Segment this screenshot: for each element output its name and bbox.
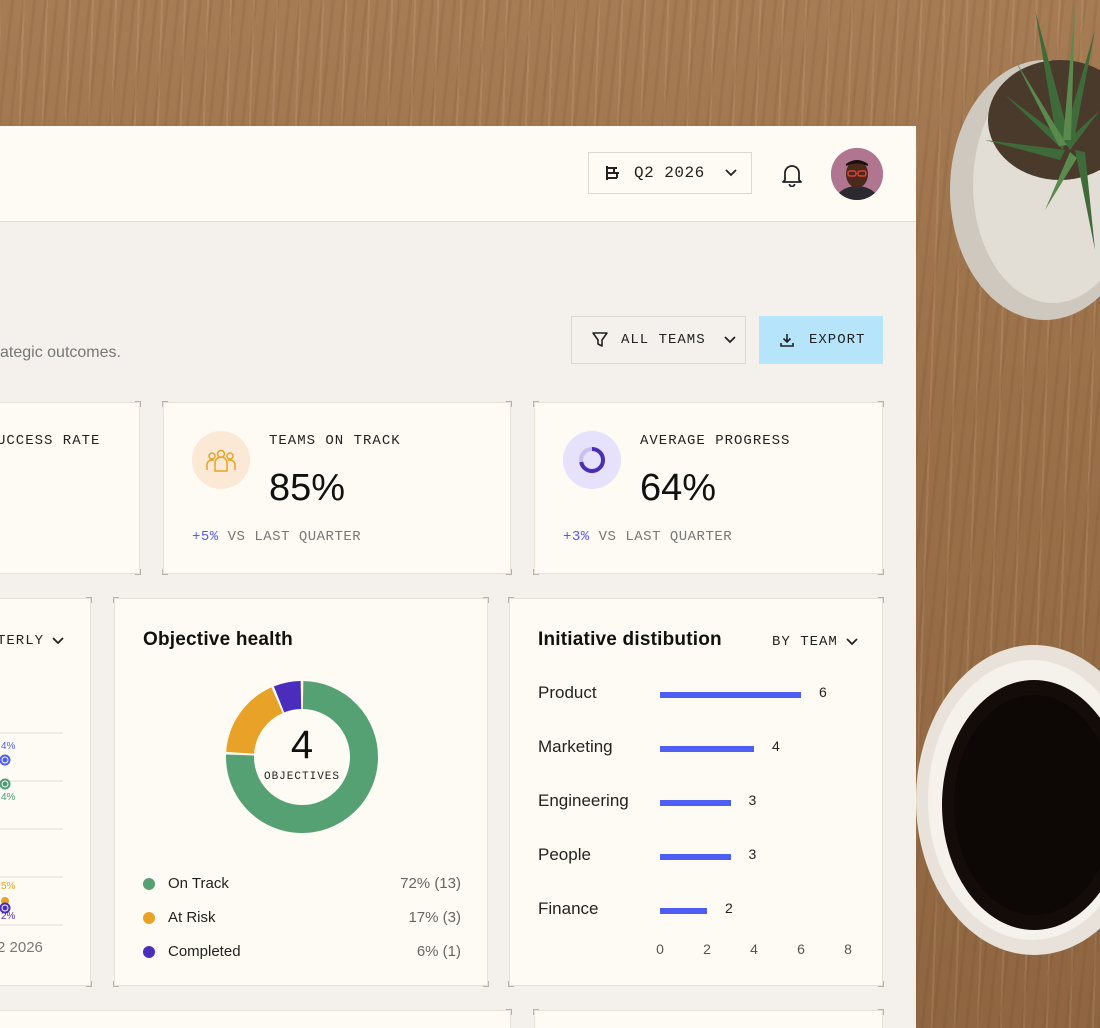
legend-value: 6% (1) [416,943,461,960]
legend-label: On Track [168,875,229,892]
bar-marketing [660,746,754,752]
bar-value-label: 6 [819,684,827,700]
stat-label: AVERAGE PROGRESS [640,433,791,449]
bar-value-label: 2 [725,900,733,916]
legend-label: At Risk [168,909,216,926]
bottom-card-right [533,1009,884,1028]
chevron-down-icon [52,637,64,645]
stat-card-average-progress: AVERAGE PROGRESS 64% +3% VS LAST QUARTER [533,401,884,575]
progress-ring-icon [579,447,605,473]
legend-item: On Track 72% (13) [143,875,461,892]
donut-slice-on-track [226,681,378,833]
bar-value-label: 3 [748,792,757,808]
stat-card-success-rate: UCCESS RATE [0,401,141,575]
bar-category-label: People [538,845,591,864]
card-title: Objective health [143,629,293,650]
chevron-down-icon [725,169,737,177]
legend-value: 72% (13) [400,875,461,892]
export-button[interactable]: EXPORT [759,316,883,364]
plant-pot-decoration [950,5,1100,320]
download-icon [780,334,794,347]
bottom-card-left [0,1009,512,1028]
delta-value: +5% [192,529,219,545]
stat-value: 85% [269,467,346,509]
bar-value-label: 4 [772,738,780,754]
bell-icon[interactable] [781,163,803,187]
team-filter-label: ALL TEAMS [621,332,706,348]
export-label: EXPORT [809,332,866,348]
top-bar: Q2 2026 [0,126,916,222]
stat-delta: +3% VS LAST QUARTER [563,529,732,545]
stat-label: TEAMS ON TRACK [269,433,401,449]
stat-label: UCCESS RATE [0,433,101,449]
progress-icon-circle [563,431,621,489]
group-by-dropdown[interactable]: BY TEAM [772,634,858,650]
stat-card-teams-on-track: TEAMS ON TRACK 85% +5% VS LAST QUARTER [162,401,512,575]
donut-slice-at-risk [226,687,284,755]
flag-icon [606,166,619,180]
trend-chart-card: TERLY 4% 4% 5% 2% 2 2026 [0,597,92,987]
bar-category-label: Finance [538,899,599,918]
period-dropdown[interactable]: TERLY [0,633,64,649]
legend-dot [143,877,155,890]
period-dropdown-label: TERLY [0,633,45,649]
x-tick-label: 0 [656,941,664,957]
filter-icon [592,332,608,347]
card-title: Initiative distibution [538,629,722,650]
chevron-down-icon [846,638,858,646]
legend-label: Completed [168,943,241,960]
donut-center-value: 4 [290,723,314,767]
coffee-cup-decoration [916,645,1100,955]
quarter-selector[interactable]: Q2 2026 [588,152,752,194]
page-subtitle: ategic outcomes. [0,344,121,361]
legend-item: At Risk 17% (3) [143,909,461,926]
user-portrait-icon [831,148,883,200]
team-icon [206,449,236,472]
stat-delta: +5% VS LAST QUARTER [192,529,361,545]
legend-dot [143,911,155,924]
delta-value: +3% [563,529,590,545]
delta-suffix: VS LAST QUARTER [227,529,362,545]
bar-people [660,854,731,860]
bar-category-label: Engineering [538,791,629,810]
x-tick-label: 4 [750,941,758,957]
donut-slice-completed [273,681,302,713]
x-tick-label: 6 [797,941,805,957]
x-axis-label: 2 2026 [0,939,43,956]
initiative-distribution-card: Initiative distibution BY TEAM Product 6 M… [508,597,884,987]
quarter-label: Q2 2026 [634,164,705,182]
x-tick-label: 8 [844,941,852,957]
delta-suffix: VS LAST QUARTER [598,529,733,545]
bar-engineering [660,800,731,806]
legend-item: Completed 6% (1) [143,943,461,960]
bar-category-label: Product [538,683,597,702]
x-tick-label: 2 [703,941,711,957]
team-filter-button[interactable]: ALL TEAMS [571,316,746,364]
point-label-purple: 2% [1,911,16,922]
objective-health-card: Objective health 4 OBJECTIVES On Track 72… [113,597,489,987]
bar-product [660,692,801,698]
avatar[interactable] [831,148,883,200]
point-label-green: 4% [1,792,16,803]
bar-category-label: Marketing [538,737,613,756]
bar-value-label: 3 [748,846,757,862]
legend-dot [143,945,155,958]
point-label-blue: 4% [1,741,16,752]
objective-donut-chart [226,681,378,833]
dashboard-panel: Q2 2026 ategic outcomes. ALL TEAMS [0,126,916,1028]
stat-value: 64% [640,467,717,509]
point-label-orange: 5% [1,881,16,892]
donut-center-label: OBJECTIVES [263,771,340,783]
team-icon-circle [192,431,250,489]
chevron-down-icon [723,336,736,344]
legend-value: 17% (3) [408,909,461,926]
trend-chart-plot [0,732,63,926]
bar-finance [660,908,707,914]
group-by-label: BY TEAM [772,634,838,650]
